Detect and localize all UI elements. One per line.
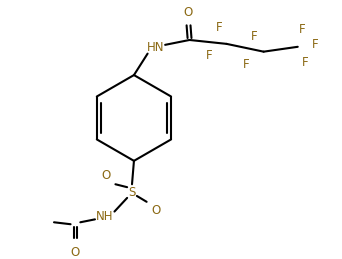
Text: O: O bbox=[71, 246, 80, 259]
Text: F: F bbox=[299, 23, 306, 36]
Text: F: F bbox=[243, 58, 249, 71]
Text: NH: NH bbox=[96, 210, 114, 223]
Text: S: S bbox=[128, 185, 136, 199]
Text: O: O bbox=[183, 6, 192, 19]
Text: F: F bbox=[251, 30, 257, 42]
Text: F: F bbox=[302, 56, 309, 69]
Text: F: F bbox=[206, 49, 212, 62]
Text: F: F bbox=[215, 21, 222, 34]
Text: F: F bbox=[312, 38, 319, 51]
Text: HN: HN bbox=[147, 41, 164, 54]
Text: O: O bbox=[101, 169, 110, 182]
Text: O: O bbox=[152, 204, 161, 217]
